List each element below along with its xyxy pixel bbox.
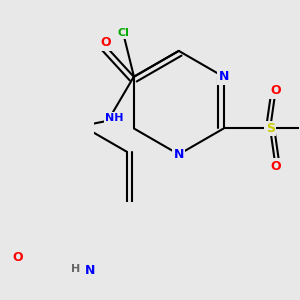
Text: O: O — [100, 37, 111, 50]
Text: N: N — [85, 264, 95, 277]
Text: S: S — [266, 122, 275, 135]
Text: Cl: Cl — [117, 28, 129, 38]
Text: O: O — [12, 251, 23, 264]
Text: N: N — [218, 70, 229, 83]
Text: NH: NH — [106, 113, 124, 123]
Text: O: O — [270, 160, 281, 172]
Text: H: H — [70, 264, 80, 274]
Text: O: O — [270, 84, 281, 98]
Text: N: N — [174, 148, 184, 161]
